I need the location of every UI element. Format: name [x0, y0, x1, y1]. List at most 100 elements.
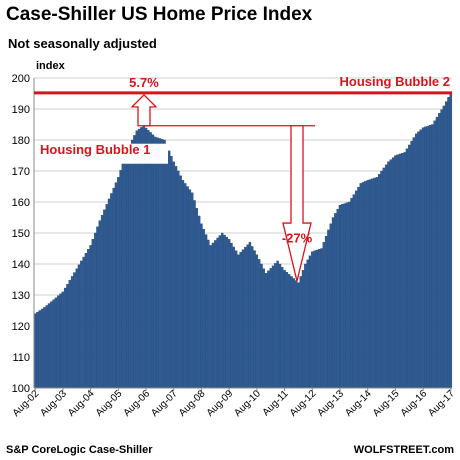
bar: [89, 245, 92, 389]
bar: [364, 181, 367, 389]
bar: [297, 282, 300, 389]
chart-title: Case-Shiller US Home Price Index: [6, 4, 313, 25]
bar: [442, 105, 446, 389]
bar: [195, 208, 199, 389]
bar: [154, 136, 157, 389]
y-tick-label: 200: [12, 73, 30, 85]
y-tick-label: 120: [12, 321, 30, 333]
bar: [174, 166, 178, 389]
x-tick-label: Aug-05: [94, 388, 125, 419]
bar: [299, 276, 302, 389]
bar: [368, 179, 372, 389]
bar: [239, 252, 242, 389]
bar: [234, 250, 238, 389]
bar: [181, 180, 185, 389]
bar: [311, 251, 314, 389]
bar: [184, 183, 187, 389]
bar: [133, 135, 136, 389]
bar: [165, 145, 168, 389]
y-tick-label: 130: [12, 290, 30, 302]
bar: [417, 131, 420, 389]
bar: [98, 220, 102, 389]
bar: [237, 254, 240, 389]
bar: [225, 236, 229, 389]
bar: [135, 130, 138, 389]
bar: [424, 126, 427, 389]
pct-down-label: -27%: [282, 230, 313, 245]
bar: [375, 177, 379, 389]
x-tick-label: Aug-12: [288, 388, 319, 419]
bar: [93, 232, 97, 389]
bar: [84, 252, 88, 389]
bar: [209, 245, 212, 389]
bar: [253, 250, 256, 389]
bar: [50, 301, 53, 389]
bar: [246, 244, 249, 389]
bar: [426, 125, 429, 389]
bar: [378, 173, 381, 389]
bar: [193, 200, 196, 389]
bar: [315, 249, 319, 389]
bar: [357, 186, 360, 389]
bar: [433, 120, 436, 389]
x-tick-label: Aug-07: [149, 388, 180, 419]
bar: [327, 229, 330, 389]
bar: [197, 215, 201, 389]
bar: [45, 305, 48, 389]
bar: [190, 192, 194, 389]
bar: [414, 133, 418, 389]
bar: [188, 189, 192, 389]
bar: [170, 156, 173, 389]
bar: [38, 310, 41, 389]
bar: [142, 125, 145, 389]
bar: [322, 242, 326, 389]
bar: [202, 228, 205, 389]
x-tick-label: Aug-13: [316, 388, 347, 419]
bar: [343, 203, 346, 389]
bar: [428, 125, 432, 389]
y-axis-label: index: [36, 60, 65, 72]
bar: [147, 130, 150, 389]
bar: [271, 265, 275, 389]
bar: [160, 139, 164, 389]
bar: [105, 204, 108, 389]
bar: [382, 167, 386, 389]
bar: [262, 268, 265, 389]
bar: [324, 235, 328, 389]
bar: [361, 182, 365, 389]
bar: [200, 223, 203, 389]
bar: [230, 242, 233, 389]
bar: [348, 201, 351, 389]
bar: [403, 152, 406, 389]
bar: [405, 148, 409, 389]
bar: [313, 250, 316, 389]
bar: [412, 137, 416, 389]
x-tick-label: Aug-11: [261, 388, 291, 418]
bar: [398, 153, 402, 389]
bar: [110, 193, 113, 389]
x-tick-label: Aug-06: [122, 388, 153, 419]
bar: [447, 97, 450, 389]
bar: [82, 256, 85, 389]
bar: [68, 280, 72, 389]
bar: [140, 127, 143, 389]
bar: [389, 159, 393, 389]
bar: [449, 92, 453, 389]
bar: [354, 190, 358, 389]
bar: [408, 144, 411, 389]
bar: [172, 161, 175, 389]
bar: [419, 129, 423, 389]
bar: [232, 246, 235, 389]
y-tick-label: 170: [12, 166, 30, 178]
x-tick-label: Aug-08: [177, 388, 208, 419]
bar: [54, 297, 58, 389]
bar: [107, 198, 111, 389]
bar: [244, 247, 247, 389]
bar: [216, 237, 219, 389]
bar: [320, 248, 323, 389]
bar: [40, 308, 44, 389]
bar: [294, 280, 298, 389]
brand-label: WOLFSTREET.com: [353, 444, 454, 456]
x-tick-label: Aug-17: [426, 388, 457, 419]
